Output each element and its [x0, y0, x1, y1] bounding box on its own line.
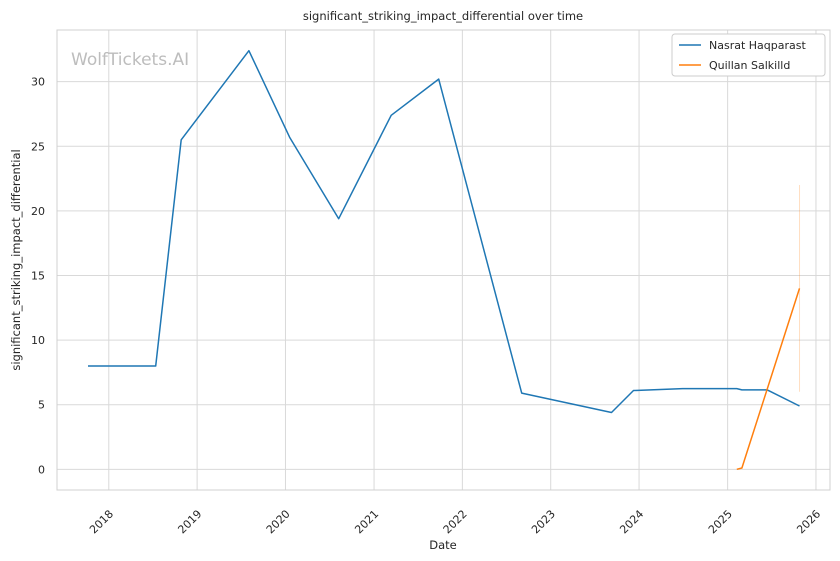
- y-tick-label: 15: [31, 270, 45, 283]
- y-tick-label: 5: [38, 399, 45, 412]
- x-tick-label: 2020: [264, 507, 293, 536]
- series-line-quillan-salkilld: [736, 288, 801, 471]
- chart-title: significant_striking_impact_differential…: [303, 9, 583, 23]
- y-tick-label: 20: [31, 205, 45, 218]
- y-tick-label: 0: [38, 463, 45, 476]
- watermark: WolfTickets.AI: [71, 50, 189, 70]
- plot-frame: [56, 29, 831, 491]
- y-tick-label: 30: [31, 76, 45, 89]
- x-tick-label: 2024: [617, 507, 646, 536]
- legend-label-nasrat-haqparast: Nasrat Haqparast: [709, 39, 806, 52]
- y-axis-label: significant_striking_impact_differential: [9, 149, 23, 370]
- y-tick-label: 25: [31, 140, 45, 153]
- series-layer: [88, 49, 801, 471]
- y-tick-label: 10: [31, 334, 45, 347]
- x-tick-label: 2019: [175, 507, 204, 536]
- x-tick-label: 2025: [706, 507, 735, 536]
- grid: [57, 30, 830, 490]
- x-tick-label: 2018: [87, 507, 116, 536]
- legend-label-quillan-salkilld: Quillan Salkilld: [709, 59, 790, 72]
- legend: Nasrat Haqparast Quillan Salkilld: [671, 33, 826, 77]
- legend-box: [671, 33, 826, 77]
- x-tick-label: 2023: [529, 507, 558, 536]
- x-axis-label: Date: [429, 538, 457, 552]
- x-tick-label: 2026: [794, 507, 823, 536]
- series-line-nasrat-haqparast: [88, 49, 800, 414]
- x-tick-label: 2022: [441, 507, 470, 536]
- x-tick-label: 2021: [352, 507, 381, 536]
